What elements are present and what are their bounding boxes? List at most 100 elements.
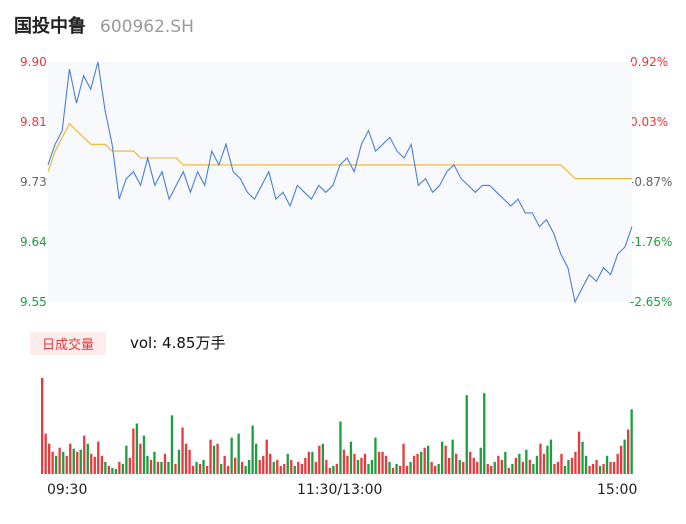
price-axis-label: 9.55: [20, 295, 47, 309]
stock-code: 600962.SH: [100, 17, 194, 37]
volume-bar: [198, 463, 202, 474]
price-axis-label: 9.90: [20, 55, 47, 69]
volume-bar: [153, 451, 156, 474]
volume-bar: [76, 451, 79, 474]
price-axis-label: 9.73: [20, 175, 47, 189]
volume-bar: [318, 445, 321, 474]
volume-bar: [177, 449, 181, 474]
volume-bar: [265, 439, 268, 474]
volume-bar: [623, 439, 626, 474]
volume-bar: [290, 459, 293, 474]
volume-bar: [184, 443, 188, 474]
volume-bar: [244, 465, 247, 474]
volume-bar: [195, 461, 198, 474]
volume-bar: [469, 451, 472, 474]
volume-bar: [111, 467, 114, 474]
volume-bar: [279, 465, 282, 474]
volume-bar: [395, 463, 398, 474]
volume-bar: [325, 459, 328, 474]
volume-bar: [381, 451, 384, 474]
volume-bar: [181, 427, 184, 474]
volume-bar: [556, 461, 560, 474]
volume-bar: [493, 461, 496, 474]
pct-axis-label: 0.03%: [630, 115, 669, 129]
volume-bar: [391, 467, 395, 474]
volume-bar: [191, 465, 195, 474]
volume-bar: [300, 463, 303, 474]
volume-bar: [142, 435, 146, 474]
volume-bar: [591, 463, 595, 474]
volume-bar: [448, 457, 451, 474]
volume-bar: [479, 447, 482, 474]
volume-bar: [90, 453, 93, 474]
volume-bar: [83, 435, 86, 474]
volume-bar: [521, 461, 524, 474]
price-chart-area: [48, 62, 632, 302]
volume-bar: [107, 465, 110, 474]
volume-bar: [412, 455, 416, 474]
volume-bar: [486, 463, 489, 474]
volume-bar: [620, 445, 623, 474]
volume-bar: [202, 459, 205, 474]
volume-bar: [86, 443, 89, 474]
pct-axis-label: -0.87%: [630, 175, 673, 189]
volume-bar: [563, 465, 567, 474]
volume-bar: [377, 451, 381, 474]
volume-bar: [128, 457, 131, 474]
volume-bar: [581, 441, 584, 474]
volume-text: vol: 4.85万手: [130, 334, 226, 352]
volume-bar: [160, 461, 163, 474]
volume-bar: [174, 463, 177, 474]
volume-bar: [483, 393, 486, 474]
volume-bar: [258, 459, 261, 474]
volume-bar: [465, 395, 468, 474]
volume-bar: [584, 455, 588, 474]
volume-bar: [476, 461, 479, 474]
volume-bar: [283, 463, 286, 474]
volume-bar: [125, 445, 128, 474]
volume-bar: [539, 443, 542, 474]
price-series: [47, 61, 633, 304]
volume-bar: [532, 463, 535, 474]
time-label-close: 15:00: [597, 482, 638, 498]
volume-bar: [612, 461, 616, 474]
volume-bar: [609, 461, 612, 474]
volume-bar: [114, 468, 117, 474]
volume-bar: [135, 423, 138, 474]
stock-header: 国投中鲁 600962.SH: [14, 12, 194, 38]
volume-bar: [276, 459, 279, 474]
volume-bar: [293, 465, 296, 474]
volume-badge[interactable]: 日成交量: [30, 332, 107, 355]
volume-bar: [41, 378, 44, 474]
volume-bar: [342, 449, 346, 474]
volume-bar: [588, 465, 591, 474]
volume-bar: [553, 463, 556, 474]
volume-bar: [304, 457, 307, 474]
volume-bar: [384, 455, 388, 474]
volume-bar: [423, 447, 426, 474]
volume-bar: [227, 465, 230, 474]
price-axis-label: 9.64: [20, 235, 47, 249]
volume-bar: [546, 445, 549, 474]
volume-bar: [104, 461, 107, 474]
volume-bar: [630, 409, 633, 474]
volume-bar: [346, 455, 349, 474]
volume-bar: [528, 459, 531, 474]
volume-bar: [248, 459, 251, 474]
volume-bar: [574, 451, 577, 474]
volume-bar: [549, 439, 553, 474]
volume-bar: [462, 461, 465, 474]
volume-bar: [156, 461, 160, 474]
stock-name: 国投中鲁: [14, 16, 86, 37]
volume-bar: [602, 463, 605, 474]
volume-bar: [560, 453, 563, 474]
volume-bar: [48, 443, 51, 474]
volume-bar: [97, 441, 100, 474]
volume-bar: [269, 453, 272, 474]
volume-bar: [507, 467, 510, 474]
volume-bar: [139, 443, 142, 474]
volume-bar: [230, 437, 233, 474]
volume-bar: [241, 461, 244, 474]
volume-bar: [441, 441, 444, 474]
